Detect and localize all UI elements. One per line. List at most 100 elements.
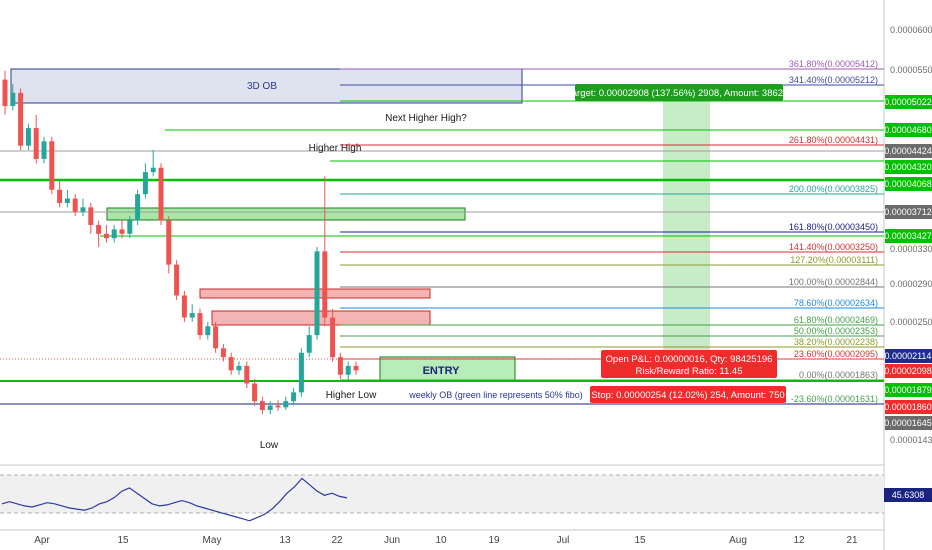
candle-body bbox=[353, 365, 359, 371]
oscillator-band bbox=[0, 475, 884, 513]
price-badge-label: 0.00004068 bbox=[884, 179, 932, 189]
price-badge-label: 0.00004320 bbox=[884, 162, 932, 172]
price-badge-label: 0.00003712 bbox=[884, 207, 932, 217]
candle-body bbox=[57, 189, 63, 203]
fib-level-label: 127.20%(0.00003111) bbox=[790, 255, 878, 265]
candle-body bbox=[41, 141, 47, 159]
oscillator-value-label: 45.6308 bbox=[892, 490, 925, 500]
candle-body bbox=[64, 198, 70, 203]
candle-body bbox=[142, 172, 148, 195]
open-pl-text: Open P&L: 0.00000016, Qty: 98425196 bbox=[606, 354, 773, 365]
candle-body bbox=[25, 128, 31, 146]
next-higher-high-label: Next Higher High? bbox=[385, 113, 467, 124]
price-badge bbox=[885, 400, 932, 414]
candle-body bbox=[314, 251, 320, 336]
target-badge bbox=[575, 84, 783, 101]
time-axis[interactable]: Apr 15 May 13 22 Jun 10 19 Jul 15 Aug 12 21 bbox=[34, 535, 858, 546]
stop-text: Stop: 0.00000254 (12.02%) 254, Amount: 7… bbox=[591, 390, 784, 401]
candle-body bbox=[275, 405, 281, 408]
candle-body bbox=[213, 326, 219, 349]
ob-3d-label: 3D OB bbox=[247, 81, 277, 92]
fib-level-label: 200.00%(0.00003825) bbox=[789, 184, 878, 194]
time-tick-label: 13 bbox=[279, 535, 291, 546]
labels-layer: 361.80%(0.00005412) 341.40%(0.00005212) 26… bbox=[247, 59, 878, 451]
price-badge-label: 0.00002098 bbox=[884, 366, 932, 376]
price-badge bbox=[885, 205, 932, 219]
candle-body bbox=[72, 198, 78, 212]
time-tick-label: Jul bbox=[557, 535, 570, 546]
price-badge bbox=[885, 229, 932, 243]
price-badge bbox=[885, 364, 932, 378]
candle-body bbox=[252, 383, 258, 402]
candle-body bbox=[111, 229, 117, 239]
candle-body bbox=[244, 365, 250, 384]
time-tick-label: Apr bbox=[34, 535, 50, 546]
fib-level-label: 261.80%(0.00004431) bbox=[789, 135, 878, 145]
price-badge bbox=[885, 123, 932, 137]
candle-body bbox=[205, 326, 211, 336]
candle-body bbox=[181, 295, 187, 318]
ob-3d-zone bbox=[10, 68, 523, 104]
price-badge bbox=[885, 95, 932, 109]
candle-body bbox=[197, 313, 203, 336]
price-badge bbox=[885, 177, 932, 191]
low-label: Low bbox=[260, 440, 279, 451]
candles-layer bbox=[2, 70, 359, 415]
time-tick-label: 10 bbox=[435, 535, 447, 546]
candle-body bbox=[88, 207, 94, 225]
candle-body bbox=[283, 401, 289, 408]
oscillator-line bbox=[1, 477, 348, 522]
price-badge-label: 0.00004424 bbox=[884, 146, 932, 156]
weekly-ob-zone bbox=[106, 207, 466, 221]
candle-body bbox=[220, 348, 226, 358]
candle-body bbox=[33, 128, 39, 159]
higher-high-label: Higher High bbox=[309, 143, 362, 154]
fib-level-label: 61.80%(0.00002469) bbox=[794, 315, 878, 325]
price-badge bbox=[885, 416, 932, 430]
candle-body bbox=[119, 229, 125, 234]
fib-level-label: 141.40%(0.00003250) bbox=[789, 242, 878, 252]
candle-body bbox=[2, 79, 8, 107]
candle-body bbox=[267, 405, 273, 410]
candle-body bbox=[166, 220, 172, 265]
entry-label: ENTRY bbox=[423, 365, 461, 377]
time-tick-label: 12 bbox=[793, 535, 805, 546]
fib-level-label: 50.00%(0.00002353) bbox=[794, 326, 878, 336]
levels-layer bbox=[0, 68, 884, 405]
candle-body bbox=[306, 335, 312, 353]
price-badge-label: 0.00005022 bbox=[884, 97, 932, 107]
oscillator-layer bbox=[0, 474, 884, 522]
time-tick-label: 15 bbox=[117, 535, 129, 546]
candle-body bbox=[103, 233, 109, 239]
candle-body bbox=[259, 401, 265, 410]
candle-body bbox=[236, 365, 242, 371]
fib-level-label: 341.40%(0.00005212) bbox=[789, 75, 878, 85]
candle-body bbox=[330, 317, 336, 358]
target-zone bbox=[663, 95, 710, 360]
fib-level-label: 78.60%(0.00002634) bbox=[794, 298, 878, 308]
time-tick-label: 15 bbox=[634, 535, 646, 546]
time-tick-label: 22 bbox=[331, 535, 343, 546]
time-tick-label: 19 bbox=[488, 535, 500, 546]
price-badge-label: 0.00001860 bbox=[884, 402, 932, 412]
candle-body bbox=[49, 141, 55, 190]
price-badge bbox=[885, 144, 932, 158]
fib-level-label: 161.80%(0.00003450) bbox=[789, 222, 878, 232]
price-badge-label: 0.00004680 bbox=[884, 125, 932, 135]
candle-body bbox=[127, 220, 133, 234]
oscillator-value-badge bbox=[884, 488, 932, 502]
stop-badge bbox=[590, 386, 786, 403]
candle-body bbox=[135, 194, 141, 221]
risk-reward-text: Risk/Reward Ratio: 11.45 bbox=[635, 366, 742, 377]
candle-body bbox=[18, 92, 24, 146]
candle-body bbox=[228, 357, 234, 371]
candle-body bbox=[189, 313, 195, 318]
fib-level-label: 38.20%(0.00002238) bbox=[794, 337, 878, 347]
price-badge bbox=[885, 349, 932, 363]
